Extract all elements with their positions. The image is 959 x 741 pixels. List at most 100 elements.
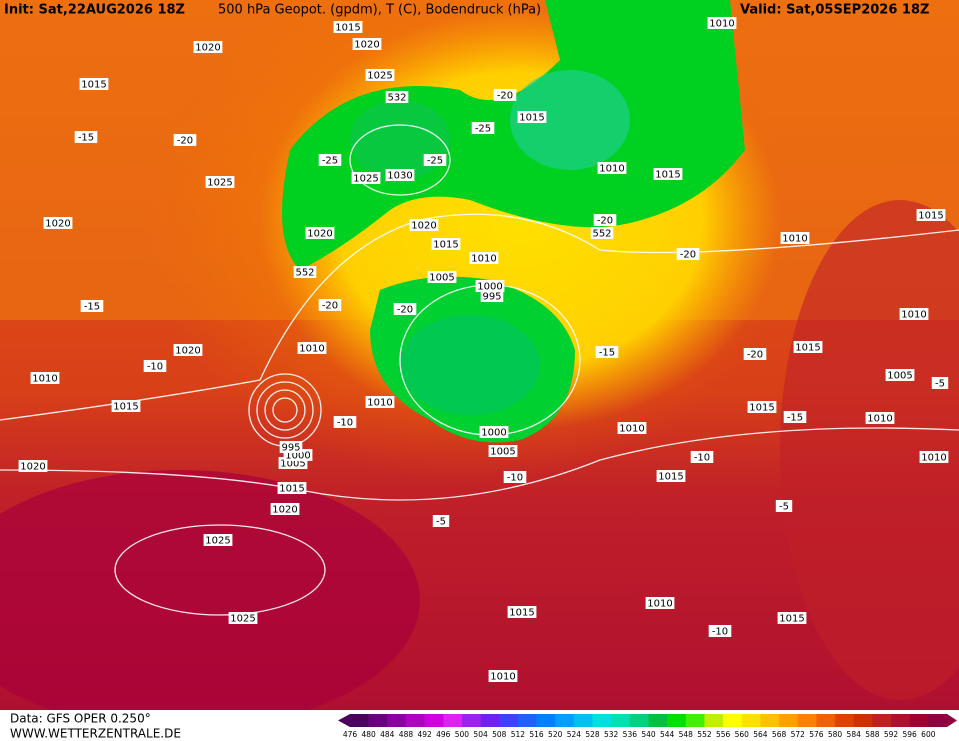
label-box [351, 172, 381, 184]
label-box [590, 227, 614, 239]
colorbar-cell [350, 714, 369, 727]
label-box [30, 372, 60, 384]
colorbar-cell [573, 714, 593, 727]
colorbar-label: 536 [623, 730, 638, 739]
map-title: 500 hPa Geopot. (gpdm), T (C), Bodendruc… [218, 3, 541, 18]
map-label: -25 [427, 156, 443, 167]
label-box [427, 271, 457, 283]
label-box [409, 219, 439, 231]
colorbar-label: 476 [343, 730, 358, 739]
label-box [471, 122, 495, 134]
colorbar-cell [405, 714, 425, 727]
label-box [279, 441, 303, 453]
label-box [173, 344, 203, 356]
map-label: 1010 [490, 672, 515, 683]
map-label: 995 [482, 292, 501, 303]
map-label: -5 [779, 502, 789, 513]
colorbar-label: 516 [529, 730, 544, 739]
map-label: 1025 [207, 178, 232, 189]
map-label: 1010 [299, 344, 324, 355]
map-label: 1005 [887, 371, 912, 382]
map-label: -25 [322, 156, 338, 167]
valid-time: Valid: Sat,05SEP2026 18Z [740, 3, 929, 18]
map-label: -20 [747, 350, 763, 361]
label-box [656, 470, 686, 482]
label-box [676, 248, 700, 260]
colorbar-cell [536, 714, 556, 727]
map-label: 1020 [354, 40, 379, 51]
label-box [775, 500, 793, 512]
colorbar-cell [797, 714, 817, 727]
colorbar-label: 512 [511, 730, 526, 739]
map-label: 1010 [599, 164, 624, 175]
map-label: 1010 [901, 310, 926, 321]
colorbar-label: 572 [791, 730, 806, 739]
map-label: 1025 [367, 71, 392, 82]
label-box [865, 412, 895, 424]
colorbar-label: 592 [884, 730, 899, 739]
map-label: 1020 [195, 43, 220, 54]
map-label: 995 [281, 443, 300, 454]
map-label: 1015 [655, 170, 680, 181]
map-label: 1015 [795, 343, 820, 354]
colorbar-arrow-right [947, 714, 957, 727]
colorbar-label: 492 [417, 730, 432, 739]
map-label: -15 [787, 413, 803, 424]
colorbar-label: 584 [847, 730, 862, 739]
map-label: -20 [680, 250, 696, 261]
map-label: 1010 [619, 424, 644, 435]
colorbar-cell [461, 714, 481, 727]
label-box [480, 290, 504, 302]
label-box [385, 91, 409, 103]
colorbar: 476 480 484 488 492 496 500 504 508 512 516 520 524 5… [338, 714, 957, 739]
map-label: 1015 [433, 240, 458, 251]
label-box [297, 342, 327, 354]
map-label: -10 [694, 453, 710, 464]
map-label: 1010 [782, 234, 807, 245]
map-label: 1020 [20, 462, 45, 473]
map-label: 1010 [647, 599, 672, 610]
label-box [645, 597, 675, 609]
colorbar-label: 600 [921, 730, 936, 739]
colorbar-label: 484 [380, 730, 395, 739]
map-label: 1015 [113, 402, 138, 413]
colorbar-cell [872, 714, 892, 727]
colorbar-label: 560 [735, 730, 750, 739]
data-source: Data: GFS OPER 0.250° [10, 712, 151, 726]
label-box [203, 534, 233, 546]
map-label: -5 [935, 379, 945, 390]
colorbar-label: 596 [903, 730, 918, 739]
label-box [899, 308, 929, 320]
colorbar-label: 500 [455, 730, 470, 739]
colorbar-cell [387, 714, 407, 727]
map-label: -20 [597, 216, 613, 227]
label-box [293, 266, 317, 278]
map-label: 1015 [509, 608, 534, 619]
colorbar-label: 480 [361, 730, 376, 739]
colorbar-label: 552 [697, 730, 712, 739]
map-label: -15 [84, 302, 100, 313]
website: WWW.WETTERZENTRALE.DE [10, 727, 181, 741]
label-box [318, 154, 342, 166]
colorbar-label: 576 [809, 730, 824, 739]
map-label: -20 [177, 136, 193, 147]
label-box [475, 280, 505, 292]
map-label: -25 [475, 124, 491, 135]
colorbar-cell [853, 714, 873, 727]
map-label: -15 [599, 348, 615, 359]
map-label: 532 [387, 93, 406, 104]
label-box [111, 400, 141, 412]
colorbar-cell [480, 714, 500, 727]
label-box [690, 451, 714, 463]
colorbar-cell [909, 714, 929, 727]
colorbar-label: 496 [436, 730, 451, 739]
map-label: -10 [337, 418, 353, 429]
colorbar-label: 520 [548, 730, 563, 739]
label-box [365, 69, 395, 81]
map-label: 1015 [918, 211, 943, 222]
label-box [479, 426, 509, 438]
label-box [333, 416, 357, 428]
map-label: 552 [592, 229, 611, 240]
